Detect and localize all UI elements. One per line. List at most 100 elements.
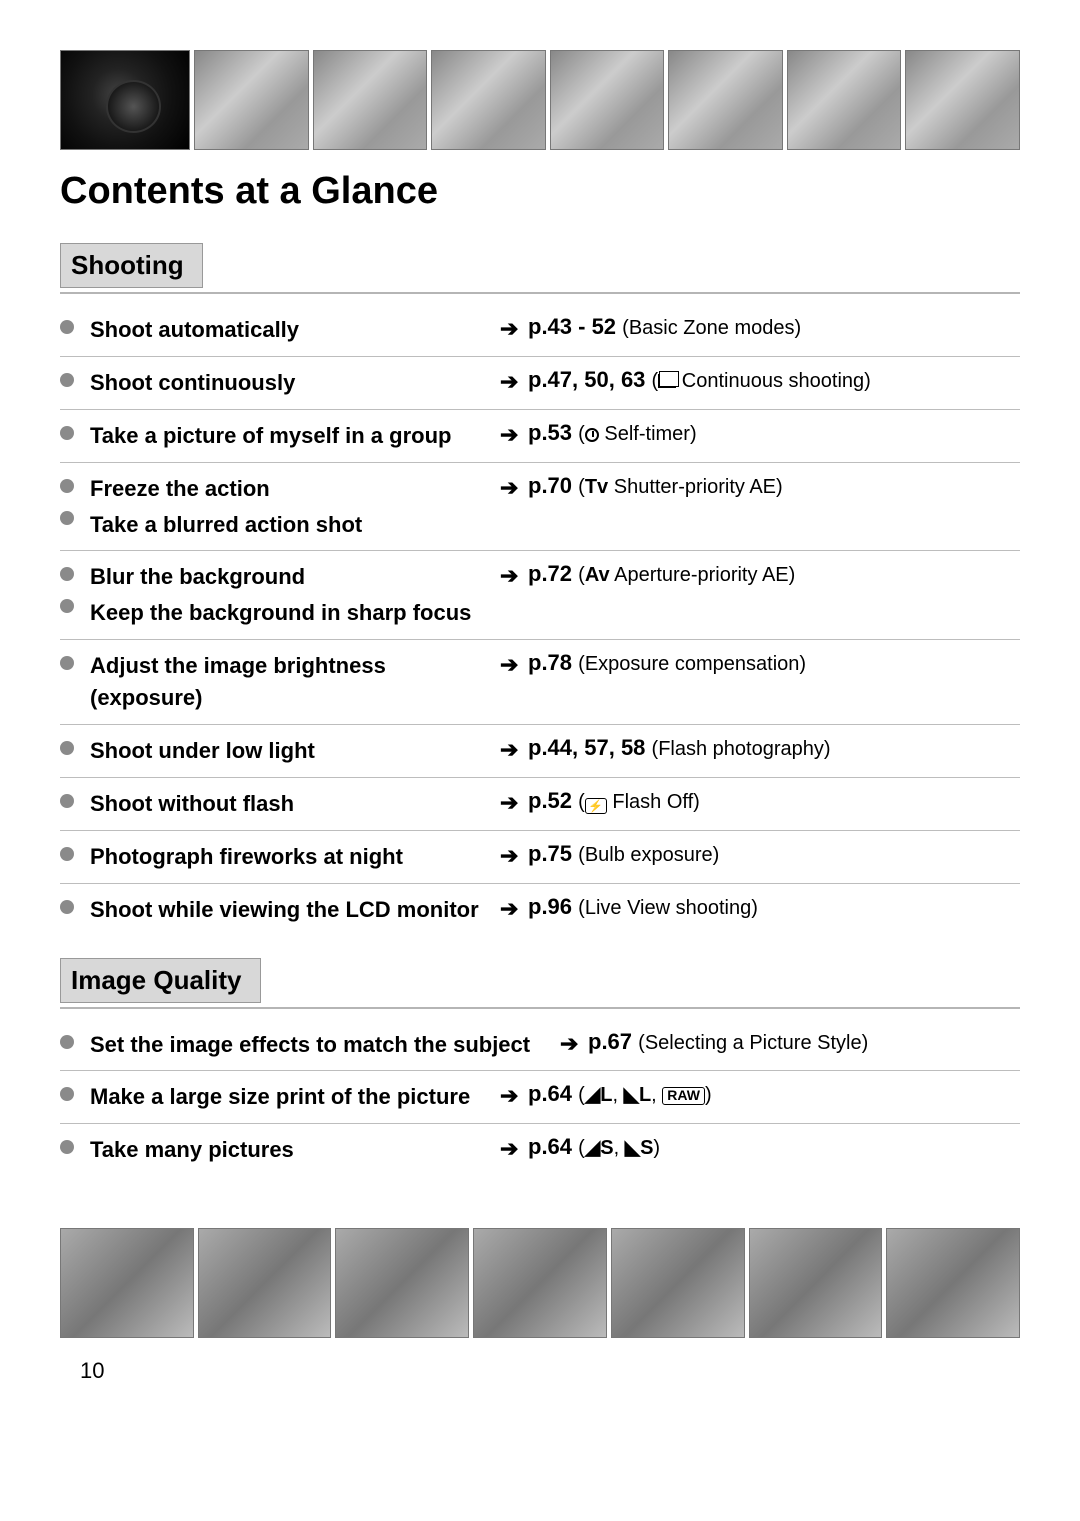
entry-detail: (Exposure compensation) (578, 653, 806, 675)
entry-detail: (Av Aperture-priority AE) (578, 564, 795, 586)
sample-thumb (431, 50, 546, 150)
entry-label: Shoot without flash (90, 788, 494, 820)
entry-detail: (◢L, ◣L, RAW) (578, 1084, 711, 1106)
manual-page: Contents at a Glance ShootingShoot autom… (0, 0, 1080, 1414)
entry-detail: (Flash photography) (652, 738, 831, 760)
bullet-column (60, 735, 90, 755)
arrow-icon: ➔ (500, 650, 528, 678)
arrow-icon: ➔ (500, 1134, 528, 1162)
bullet-icon (60, 567, 74, 581)
arrow-icon: ➔ (500, 735, 528, 763)
toc-entry: Freeze the actionTake a blurred action s… (60, 463, 1020, 552)
bullet-icon (60, 1035, 74, 1049)
toc-entry: Shoot continuously➔p.47, 50, 63 ( Contin… (60, 357, 1020, 410)
entry-pages: p.43 - 52 (528, 314, 616, 339)
arrow-icon: ➔ (500, 1081, 528, 1109)
raw-quality-icon: RAW (662, 1087, 705, 1104)
bullet-icon (60, 426, 74, 440)
entry-label: Shoot under low light (90, 735, 494, 767)
toc-entry: Take a picture of myself in a group➔p.53… (60, 410, 1020, 463)
entry-detail: (Selecting a Picture Style) (638, 1032, 868, 1054)
entry-detail: ( Self-timer) (578, 423, 696, 445)
bullet-icon (60, 511, 74, 525)
entry-reference-column: p.78 (Exposure compensation) (528, 650, 1020, 676)
entry-label: Take a blurred action shot (90, 509, 494, 541)
entry-pages: p.70 (528, 473, 572, 498)
entry-reference-column: p.47, 50, 63 ( Continuous shooting) (528, 367, 1020, 393)
entry-pages: p.72 (528, 561, 572, 586)
entry-label-column: Adjust the image brightness (exposure) (90, 650, 500, 714)
bullet-column (60, 894, 90, 914)
entry-pages: p.47, 50, 63 (528, 367, 645, 392)
bullet-column (60, 1134, 90, 1154)
entry-label: Shoot automatically (90, 314, 494, 346)
sample-thumb (313, 50, 428, 150)
section-rule (60, 1007, 1020, 1009)
bullet-icon (60, 320, 74, 334)
quality-icon: ◣L (624, 1082, 652, 1107)
entry-label: Keep the background in sharp focus (90, 597, 494, 629)
entry-label-column: Shoot under low light (90, 735, 500, 767)
entry-label-column: Take many pictures (90, 1134, 500, 1166)
entry-label: Set the image effects to match the subje… (90, 1029, 554, 1061)
entry-label: Shoot continuously (90, 367, 494, 399)
bullet-column (60, 650, 90, 670)
entry-label: Take many pictures (90, 1134, 494, 1166)
toc-entry: Shoot under low light➔p.44, 57, 58 (Flas… (60, 725, 1020, 778)
section-rule (60, 292, 1020, 294)
sample-thumb (886, 1228, 1020, 1338)
bullet-icon (60, 900, 74, 914)
quality-icon: ◢L (585, 1082, 613, 1107)
entry-pages: p.78 (528, 650, 572, 675)
arrow-icon: ➔ (560, 1029, 588, 1057)
sample-thumb (194, 50, 309, 150)
bullet-icon (60, 741, 74, 755)
entry-detail: ( Continuous shooting) (652, 370, 871, 392)
entry-reference-column: p.52 ( Flash Off) (528, 788, 1020, 814)
bullet-icon (60, 1140, 74, 1154)
entry-label-column: Shoot without flash (90, 788, 500, 820)
toc-entry: Adjust the image brightness (exposure)➔p… (60, 640, 1020, 725)
toc-entry: Shoot while viewing the LCD monitor➔p.96… (60, 884, 1020, 936)
sample-thumb (550, 50, 665, 150)
entry-label-column: Make a large size print of the picture (90, 1081, 500, 1113)
entry-label-column: Take a picture of myself in a group (90, 420, 500, 452)
bullet-column (60, 473, 90, 525)
sample-thumb (668, 50, 783, 150)
entry-label: Make a large size print of the picture (90, 1081, 494, 1113)
entry-pages: p.64 (528, 1134, 572, 1159)
continuous-shooting-icon (658, 374, 676, 388)
bullet-column (60, 788, 90, 808)
bottom-thumbnail-strip (60, 1228, 1020, 1338)
entry-detail: (Tv Shutter-priority AE) (578, 476, 783, 498)
bullet-icon (60, 373, 74, 387)
bullet-column (60, 420, 90, 440)
arrow-icon: ➔ (500, 367, 528, 395)
section-header: Image Quality (60, 958, 261, 1003)
entry-label: Take a picture of myself in a group (90, 420, 494, 452)
toc-entry: Photograph fireworks at night➔p.75 (Bulb… (60, 831, 1020, 884)
arrow-icon: ➔ (500, 788, 528, 816)
entry-label-column: Blur the backgroundKeep the background i… (90, 561, 500, 629)
entry-detail: (Live View shooting) (578, 897, 758, 919)
entry-pages: p.67 (588, 1029, 632, 1054)
bullet-column (60, 561, 90, 613)
arrow-icon: ➔ (500, 473, 528, 501)
entry-reference-column: p.64 (◢L, ◣L, RAW) (528, 1081, 1020, 1107)
bullet-column (60, 367, 90, 387)
entry-reference-column: p.53 ( Self-timer) (528, 420, 1020, 446)
entry-pages: p.44, 57, 58 (528, 735, 645, 760)
bullet-column (60, 841, 90, 861)
arrow-icon: ➔ (500, 314, 528, 342)
entry-label: Shoot while viewing the LCD monitor (90, 894, 494, 926)
entry-pages: p.64 (528, 1081, 572, 1106)
arrow-icon: ➔ (500, 841, 528, 869)
entry-reference-column: p.72 (Av Aperture-priority AE) (528, 561, 1020, 587)
arrow-icon: ➔ (500, 420, 528, 448)
entry-reference-column: p.44, 57, 58 (Flash photography) (528, 735, 1020, 761)
top-thumbnail-strip (60, 50, 1020, 150)
quality-icon: ◣S (625, 1135, 654, 1160)
quality-icon: ◢S (585, 1135, 614, 1160)
entry-pages: p.52 (528, 788, 572, 813)
bullet-icon (60, 656, 74, 670)
